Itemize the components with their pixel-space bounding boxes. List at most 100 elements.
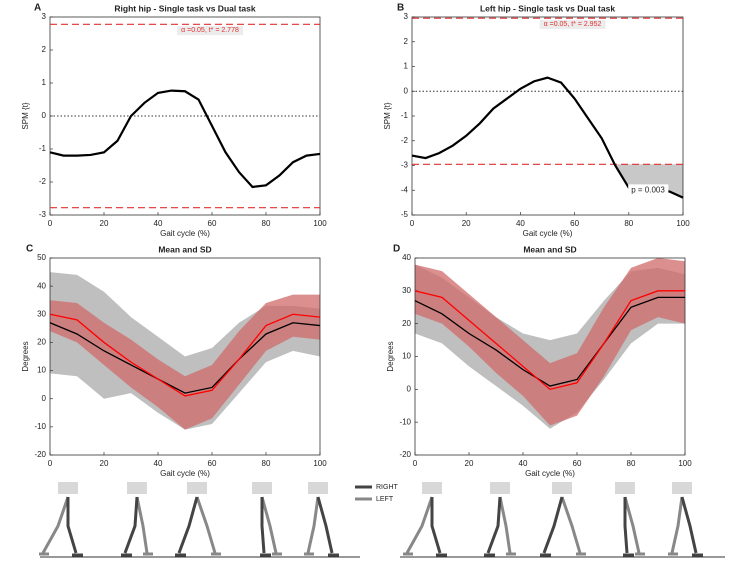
x-tick-label: 40 bbox=[519, 459, 528, 468]
panel-letter: B bbox=[397, 3, 404, 14]
x-tick-label: 60 bbox=[570, 219, 579, 228]
mean-line bbox=[414, 296, 685, 387]
y-tick-label: -3 bbox=[401, 161, 409, 170]
x-tick-label: 100 bbox=[676, 219, 690, 228]
leg bbox=[670, 496, 684, 554]
head bbox=[187, 482, 207, 494]
leg bbox=[560, 496, 582, 554]
y-tick-label: 20 bbox=[37, 338, 46, 347]
panel: -20 -10 0 10 20 30 40 0 20 40 60 80 100 Gait cycle (%… bbox=[386, 244, 692, 478]
leg bbox=[542, 496, 564, 554]
chart-title: Mean and SD bbox=[158, 244, 211, 254]
x-tick-label: 80 bbox=[624, 219, 633, 228]
y-axis-label: Degrees bbox=[21, 341, 30, 371]
y-tick-label: 1 bbox=[404, 62, 409, 71]
sd-band bbox=[50, 272, 320, 430]
sd-band bbox=[50, 294, 320, 430]
y-tick-label: -4 bbox=[401, 185, 409, 194]
x-tick-label: 80 bbox=[627, 459, 636, 468]
leg bbox=[680, 496, 698, 554]
y-tick-label: -1 bbox=[39, 144, 47, 153]
y-tick-label: 20 bbox=[402, 319, 411, 328]
x-tick-label: 0 bbox=[413, 459, 418, 468]
leg bbox=[623, 496, 641, 554]
leg bbox=[260, 497, 266, 554]
y-tick-label: 3 bbox=[42, 12, 47, 21]
y-tick-label: -2 bbox=[39, 177, 47, 186]
head bbox=[615, 482, 635, 494]
y-tick-label: 2 bbox=[404, 37, 409, 46]
y-tick-label: 0 bbox=[42, 111, 47, 120]
x-tick-label: 0 bbox=[410, 219, 415, 228]
x-tick-label: 60 bbox=[208, 219, 217, 228]
x-tick-label: 20 bbox=[100, 459, 109, 468]
axes-frame bbox=[49, 16, 321, 216]
x-tick-label: 80 bbox=[262, 459, 271, 468]
leg bbox=[316, 496, 334, 554]
y-axis-label: SPM {t} bbox=[21, 102, 30, 129]
head bbox=[308, 482, 328, 494]
x-axis-label: Gait cycle (%) bbox=[525, 469, 575, 478]
y-tick-label: 0 bbox=[42, 394, 47, 403]
threshold-label: α =0.05, t* = 2.778 bbox=[181, 27, 239, 34]
y-tick-label: 10 bbox=[402, 352, 411, 361]
cluster-label: p = 0.003 bbox=[631, 185, 665, 194]
head bbox=[552, 482, 572, 494]
panel-letter: A bbox=[34, 3, 41, 14]
leg bbox=[260, 496, 278, 554]
y-tick-label: -20 bbox=[399, 450, 411, 459]
x-tick-label: 40 bbox=[516, 219, 525, 228]
mean-line bbox=[414, 290, 685, 391]
leg bbox=[41, 496, 70, 554]
head bbox=[672, 482, 692, 494]
legend-label: LEFT bbox=[376, 496, 394, 503]
panel: -5 -4 -3 -2 -1 0 1 2 3 0 20 40 60 80 100 Gait cycle (%)… bbox=[383, 3, 690, 238]
mean-line bbox=[49, 322, 321, 394]
x-axis-label: Gait cycle (%) bbox=[523, 229, 573, 238]
leg bbox=[306, 496, 320, 554]
y-tick-label: -10 bbox=[399, 417, 411, 426]
x-tick-label: 20 bbox=[465, 459, 474, 468]
panel-letter: C bbox=[26, 244, 33, 255]
chart-title: Left hip - Single task vs Dual task bbox=[480, 3, 615, 13]
y-tick-label: -20 bbox=[34, 450, 46, 459]
x-axis-label: Gait cycle (%) bbox=[160, 469, 210, 478]
leg bbox=[135, 496, 149, 554]
x-axis-label: Gait cycle (%) bbox=[160, 229, 210, 238]
y-tick-label: 30 bbox=[402, 286, 411, 295]
sd-band bbox=[415, 258, 685, 426]
x-tick-label: 20 bbox=[462, 219, 471, 228]
cluster-label-bg bbox=[628, 184, 669, 196]
head bbox=[422, 482, 442, 494]
x-tick-label: 100 bbox=[313, 459, 327, 468]
x-tick-label: 20 bbox=[100, 219, 109, 228]
x-tick-label: 60 bbox=[573, 459, 582, 468]
head bbox=[252, 482, 272, 494]
threshold-label-bg bbox=[177, 26, 243, 36]
panel-letter: D bbox=[393, 244, 400, 255]
x-tick-label: 0 bbox=[48, 219, 53, 228]
legend-label: RIGHT bbox=[376, 484, 399, 491]
y-tick-label: 50 bbox=[37, 253, 46, 262]
mean-line bbox=[49, 89, 321, 189]
y-tick-label: -3 bbox=[39, 210, 47, 219]
threshold-label: α =0.05, t* = 2.952 bbox=[544, 21, 602, 28]
panel: -20 -10 0 10 20 30 40 50 0 20 40 60 80 100 Gait cycle … bbox=[21, 244, 327, 478]
x-tick-label: 0 bbox=[48, 459, 53, 468]
chart-title: Right hip - Single task vs Dual task bbox=[114, 3, 255, 13]
leg bbox=[498, 496, 512, 554]
x-tick-label: 100 bbox=[313, 219, 327, 228]
y-tick-label: 30 bbox=[37, 309, 46, 318]
y-tick-label: 10 bbox=[37, 366, 46, 375]
leg bbox=[623, 497, 629, 554]
axes-frame bbox=[49, 257, 321, 456]
head bbox=[127, 482, 147, 494]
threshold-label-bg bbox=[539, 20, 606, 30]
y-tick-label: -10 bbox=[34, 422, 46, 431]
leg bbox=[405, 496, 434, 554]
y-tick-label: -1 bbox=[401, 111, 409, 120]
leg bbox=[123, 496, 139, 554]
y-axis-label: Degrees bbox=[386, 341, 395, 371]
panel: -3 -2 -1 0 1 2 3 0 20 40 60 80 100 Gait cycle (%) SPM … bbox=[21, 3, 327, 238]
